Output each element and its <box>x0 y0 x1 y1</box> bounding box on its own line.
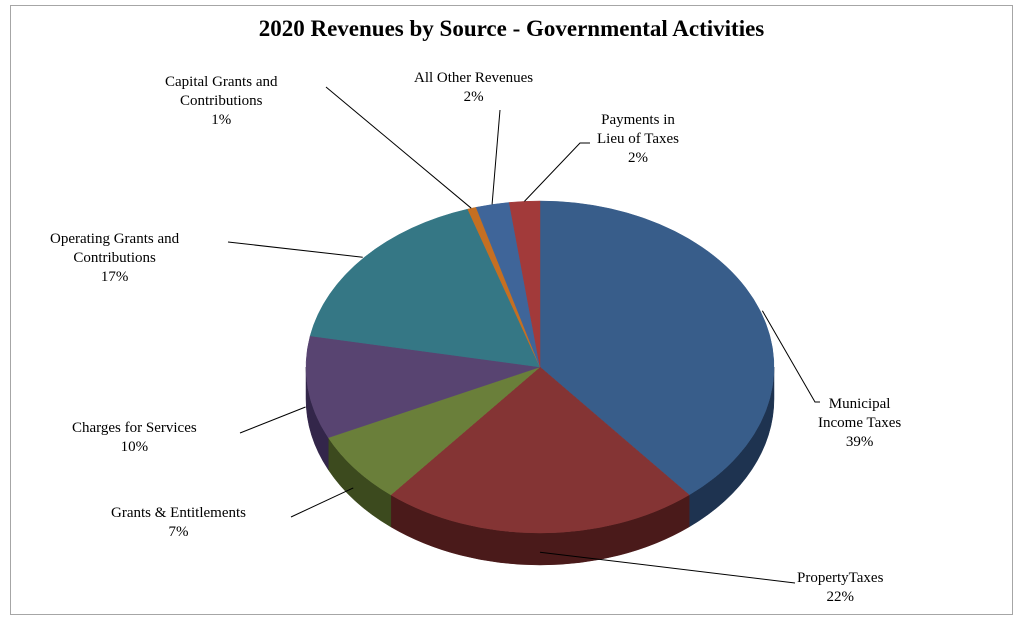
label-capital-grants: Capital Grants and Contributions 1% <box>165 73 277 130</box>
pie-slice-4 <box>309 208 541 368</box>
leader-line-1 <box>539 551 796 584</box>
leader-line-5 <box>325 86 472 209</box>
label-line: Grants & Entitlements <box>111 505 246 521</box>
label-line: Operating Grants and <box>50 231 180 247</box>
label-line: Lieu of Taxes <box>597 131 679 147</box>
label-charges-for-services: Charges for Services 10% <box>72 419 197 457</box>
pie-slices <box>305 200 775 534</box>
label-line: Charges for Services <box>72 420 197 436</box>
pie-slice-0 <box>539 200 775 496</box>
pie-slice-2 <box>327 366 541 496</box>
leader-line-0 <box>761 310 820 403</box>
pie-slice-1 <box>390 366 690 534</box>
label-percent: 17% <box>100 269 129 285</box>
label-line: PropertyTaxes <box>797 570 884 586</box>
leader-lines <box>227 86 820 584</box>
label-line: Payments in <box>601 112 675 128</box>
label-line: Income Taxes <box>818 415 902 431</box>
leader-line-2 <box>290 487 354 518</box>
label-payments-in-lieu: Payments in Lieu of Taxes 2% <box>597 111 679 168</box>
label-percent: 10% <box>120 439 149 455</box>
leader-line-3 <box>239 406 306 434</box>
label-line: Municipal <box>828 396 891 412</box>
label-percent: 22% <box>826 589 854 605</box>
label-percent: 39% <box>845 434 874 450</box>
label-operating-grants: Operating Grants and Contributions 17% <box>50 230 179 287</box>
label-line: Capital Grants and <box>165 74 278 90</box>
pie-slice-3 <box>305 335 541 438</box>
label-line: All Other Revenues <box>414 70 534 86</box>
leader-line-6 <box>491 109 501 205</box>
label-percent: 2% <box>627 150 648 166</box>
label-municipal-income-taxes: Municipal Income Taxes 39% <box>818 395 901 452</box>
label-percent: 1% <box>211 112 232 128</box>
label-line: Contributions <box>179 93 263 109</box>
label-line: Contributions <box>73 250 156 266</box>
label-percent: 2% <box>463 89 484 105</box>
chart-title: 2020 Revenues by Source - Governmental A… <box>258 16 765 41</box>
label-all-other-revenues: All Other Revenues 2% <box>414 69 533 107</box>
leader-line-7 <box>524 142 590 202</box>
label-grants-entitlements: Grants & Entitlements 7% <box>111 504 246 542</box>
label-percent: 7% <box>168 524 189 540</box>
label-property-taxes: PropertyTaxes 22% <box>797 569 883 607</box>
pie-side-walls <box>305 366 775 566</box>
leader-line-4 <box>227 241 363 258</box>
